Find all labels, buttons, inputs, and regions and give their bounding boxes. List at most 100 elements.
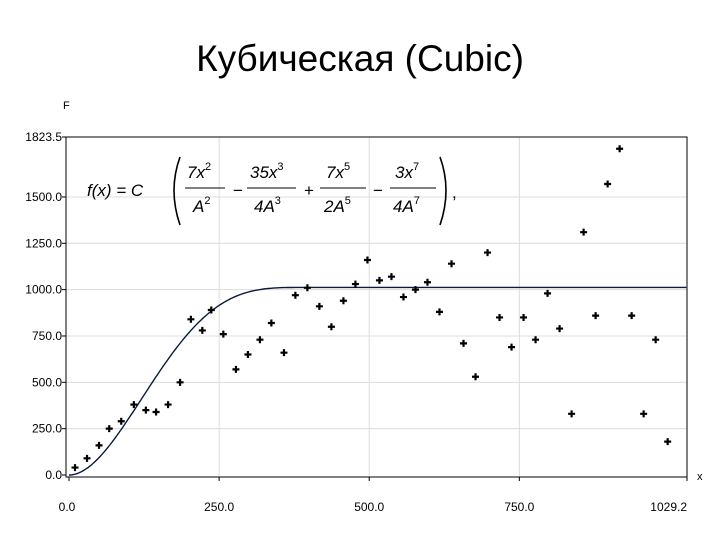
svg-text:7x5: 7x5 (326, 161, 350, 182)
plot-frame (65, 136, 688, 478)
formula-term1-numerator-exp: 2 (205, 161, 211, 173)
data-point (544, 289, 552, 297)
data-point (508, 343, 516, 351)
data-point (164, 401, 172, 409)
data-point (176, 378, 184, 386)
data-point (363, 256, 371, 264)
x-axis-ticks: 0.0 250.0 500.0 750.0 1029.2 (59, 477, 688, 514)
svg-text:A2: A2 (192, 195, 210, 216)
data-point (423, 278, 431, 286)
formula-term1-numerator: 7x (187, 163, 205, 182)
formula-term1-denominator: A (192, 197, 204, 216)
formula-term4-denominator: 4A (393, 197, 414, 216)
formula-op3: − (373, 181, 383, 200)
data-point (244, 351, 252, 359)
data-point (232, 365, 240, 373)
formula-term2-numerator: 35x (250, 163, 278, 182)
y-tick-label: 1250.0 (25, 236, 62, 250)
data-point (628, 312, 636, 320)
formula-term4-numerator: 3x (395, 163, 413, 182)
y-axis-ticks: 0.0 250.0 500.0 750.0 1000.0 1250.0 1500.0 1823… (25, 130, 66, 482)
grid-lines (66, 137, 687, 477)
data-point (207, 306, 215, 314)
formula-term4-numerator-exp: 7 (413, 161, 419, 173)
y-tick-label: 500.0 (32, 375, 62, 389)
svg-text:7x2: 7x2 (187, 161, 211, 182)
formula-op2: + (304, 181, 314, 200)
formula-term2-denominator: 4A (254, 197, 275, 216)
data-point (117, 417, 125, 425)
x-tick-label: 500.0 (354, 500, 384, 514)
data-point (142, 406, 150, 414)
y-tick-label: 1000.0 (25, 283, 62, 297)
formula-term3-denominator-exp: 5 (345, 195, 351, 207)
y-tick-label: 1823.5 (25, 130, 62, 144)
svg-text:4A7: 4A7 (393, 195, 420, 216)
data-point (280, 349, 288, 357)
data-point (130, 401, 138, 409)
data-point (520, 313, 528, 321)
data-point (339, 297, 347, 305)
data-point (592, 312, 600, 320)
data-point (640, 410, 648, 418)
data-point (187, 315, 195, 323)
formula-op1: − (233, 181, 243, 200)
data-point (568, 410, 576, 418)
data-point (435, 308, 443, 316)
data-point (315, 302, 323, 310)
formula-term2-numerator-exp: 3 (277, 161, 283, 173)
formula-left-paren (173, 156, 181, 226)
formula-lhs: f(x) = C (87, 181, 144, 200)
model-curve (68, 286, 687, 476)
data-point (411, 286, 419, 294)
data-point (387, 273, 395, 281)
svg-text:4A3: 4A3 (254, 195, 281, 216)
y-axis-label: F (63, 100, 70, 112)
data-point (399, 293, 407, 301)
data-point (556, 325, 564, 333)
data-point (105, 425, 113, 433)
data-point (83, 454, 91, 462)
data-point (219, 330, 227, 338)
data-point (664, 438, 672, 446)
data-point (532, 336, 540, 344)
data-point (580, 228, 588, 236)
data-point (152, 408, 160, 416)
data-point (616, 145, 624, 153)
page-title: Кубическая (Cubic) (196, 38, 524, 79)
formula-tail: , (452, 183, 457, 202)
data-point (447, 260, 455, 268)
svg-text:3x7: 3x7 (395, 161, 419, 182)
data-point (484, 249, 492, 257)
y-tick-label: 250.0 (32, 422, 62, 436)
data-point (496, 313, 504, 321)
svg-text:2A5: 2A5 (323, 195, 351, 216)
data-point (303, 284, 311, 292)
formula-term3-numerator-exp: 5 (344, 161, 350, 173)
x-tick-label: 750.0 (504, 500, 534, 514)
svg-text:35x3: 35x3 (250, 161, 284, 182)
data-point (351, 280, 359, 288)
formula-term3-denominator: 2A (323, 197, 345, 216)
y-tick-label: 0.0 (45, 468, 62, 482)
data-points (71, 145, 672, 472)
formula-term1-denominator-exp: 2 (204, 195, 210, 207)
formula-term3-numerator: 7x (326, 163, 344, 182)
y-tick-label: 1500.0 (25, 190, 62, 204)
data-point (375, 276, 383, 284)
data-point (652, 336, 660, 344)
x-tick-label: 0.0 (59, 500, 76, 514)
y-tick-label: 750.0 (32, 329, 62, 343)
formula-term4-denominator-exp: 7 (414, 195, 420, 207)
model-formula: f(x) = C 7x2 A2 − 35x3 4A3 + 7x5 2A5 − 3… (87, 156, 457, 226)
data-point (256, 336, 264, 344)
data-point (267, 319, 275, 327)
data-point (198, 326, 206, 334)
data-point (291, 291, 299, 299)
data-point (604, 180, 612, 188)
x-tick-label: 250.0 (204, 500, 234, 514)
x-axis-label: x (697, 471, 703, 483)
data-point (327, 323, 335, 331)
data-point (71, 464, 79, 472)
